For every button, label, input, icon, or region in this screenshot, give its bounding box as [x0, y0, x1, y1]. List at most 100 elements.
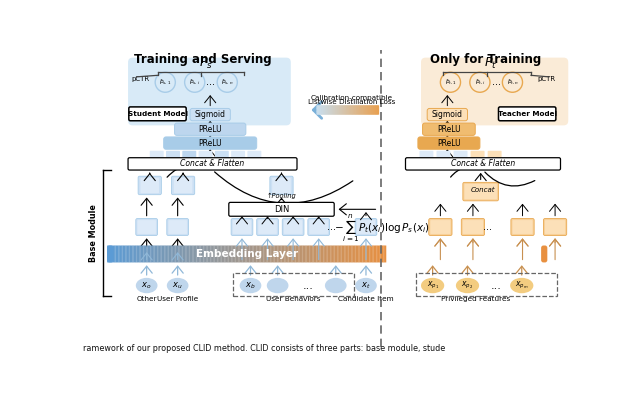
- FancyBboxPatch shape: [339, 245, 340, 262]
- FancyBboxPatch shape: [282, 218, 304, 235]
- FancyBboxPatch shape: [221, 245, 223, 262]
- Text: ...: ...: [303, 280, 314, 290]
- Text: $-\sum_{i=1}^{n}P_t(x_i)\log P_s(x_i)$: $-\sum_{i=1}^{n}P_t(x_i)\log P_s(x_i)$: [335, 212, 430, 244]
- FancyBboxPatch shape: [330, 105, 331, 114]
- FancyBboxPatch shape: [318, 245, 319, 262]
- FancyBboxPatch shape: [379, 245, 381, 262]
- Text: $x_{p_2}$: $x_{p_2}$: [461, 280, 474, 291]
- FancyBboxPatch shape: [369, 105, 371, 114]
- Text: $\hat{p}_{t,n}$: $\hat{p}_{t,n}$: [506, 78, 518, 87]
- FancyBboxPatch shape: [246, 245, 248, 262]
- FancyBboxPatch shape: [172, 245, 173, 262]
- Text: Sigmoid: Sigmoid: [195, 110, 226, 119]
- Text: $x_u$: $x_u$: [172, 280, 183, 291]
- FancyBboxPatch shape: [290, 245, 291, 262]
- FancyBboxPatch shape: [135, 245, 136, 262]
- FancyBboxPatch shape: [124, 245, 125, 262]
- FancyBboxPatch shape: [115, 245, 117, 262]
- FancyBboxPatch shape: [348, 105, 349, 114]
- Circle shape: [470, 72, 490, 92]
- FancyBboxPatch shape: [168, 245, 170, 262]
- Text: $\hat{p}_{t,i}$: $\hat{p}_{t,i}$: [475, 78, 485, 87]
- FancyBboxPatch shape: [129, 245, 131, 262]
- FancyBboxPatch shape: [298, 245, 300, 262]
- Text: $x_{p_m}$: $x_{p_m}$: [515, 280, 529, 291]
- FancyBboxPatch shape: [356, 105, 358, 114]
- Text: Embedding Layer: Embedding Layer: [196, 249, 298, 259]
- FancyBboxPatch shape: [283, 245, 284, 262]
- Ellipse shape: [456, 278, 479, 293]
- FancyBboxPatch shape: [120, 245, 121, 262]
- FancyBboxPatch shape: [364, 105, 366, 114]
- FancyBboxPatch shape: [206, 245, 208, 262]
- FancyBboxPatch shape: [333, 105, 334, 114]
- FancyBboxPatch shape: [243, 245, 244, 262]
- FancyBboxPatch shape: [349, 105, 351, 114]
- FancyBboxPatch shape: [177, 245, 179, 262]
- FancyBboxPatch shape: [378, 245, 380, 262]
- FancyBboxPatch shape: [297, 245, 298, 262]
- FancyBboxPatch shape: [340, 105, 341, 114]
- FancyBboxPatch shape: [345, 105, 347, 114]
- FancyBboxPatch shape: [257, 245, 258, 262]
- FancyBboxPatch shape: [152, 245, 154, 262]
- FancyBboxPatch shape: [350, 245, 351, 262]
- Text: $\hat{p}_{s,i}$: $\hat{p}_{s,i}$: [189, 78, 200, 87]
- FancyBboxPatch shape: [340, 245, 342, 262]
- Text: User Profile: User Profile: [157, 296, 198, 302]
- FancyBboxPatch shape: [352, 105, 353, 114]
- FancyBboxPatch shape: [366, 105, 367, 114]
- FancyBboxPatch shape: [236, 245, 237, 262]
- FancyBboxPatch shape: [265, 245, 266, 262]
- FancyBboxPatch shape: [367, 245, 368, 262]
- FancyBboxPatch shape: [347, 245, 349, 262]
- FancyBboxPatch shape: [335, 245, 336, 262]
- FancyBboxPatch shape: [377, 105, 378, 114]
- FancyBboxPatch shape: [376, 245, 378, 262]
- FancyBboxPatch shape: [285, 245, 287, 262]
- FancyBboxPatch shape: [214, 245, 216, 262]
- FancyBboxPatch shape: [314, 245, 315, 262]
- FancyBboxPatch shape: [196, 245, 198, 262]
- FancyBboxPatch shape: [262, 245, 264, 262]
- FancyBboxPatch shape: [351, 245, 353, 262]
- FancyBboxPatch shape: [375, 245, 376, 262]
- Text: Candidate Item: Candidate Item: [338, 296, 394, 302]
- FancyBboxPatch shape: [347, 105, 348, 114]
- FancyBboxPatch shape: [182, 245, 184, 262]
- Text: ramework of our proposed CLID method. CLID consists of three parts: base module,: ramework of our proposed CLID method. CL…: [83, 344, 445, 353]
- FancyBboxPatch shape: [383, 245, 385, 262]
- FancyBboxPatch shape: [316, 245, 318, 262]
- FancyBboxPatch shape: [182, 151, 196, 158]
- FancyBboxPatch shape: [358, 105, 360, 114]
- FancyBboxPatch shape: [251, 245, 252, 262]
- FancyBboxPatch shape: [364, 105, 365, 114]
- FancyBboxPatch shape: [268, 245, 269, 262]
- FancyBboxPatch shape: [164, 137, 257, 149]
- FancyBboxPatch shape: [244, 245, 245, 262]
- FancyBboxPatch shape: [272, 178, 291, 193]
- FancyBboxPatch shape: [149, 245, 150, 262]
- FancyBboxPatch shape: [160, 245, 162, 262]
- FancyBboxPatch shape: [275, 245, 276, 262]
- Text: User Behaviors: User Behaviors: [266, 296, 321, 302]
- FancyBboxPatch shape: [367, 105, 368, 114]
- FancyBboxPatch shape: [266, 245, 268, 262]
- FancyBboxPatch shape: [351, 105, 352, 114]
- FancyBboxPatch shape: [322, 105, 323, 114]
- FancyBboxPatch shape: [320, 105, 322, 114]
- Text: Privileged Features: Privileged Features: [440, 296, 510, 302]
- Ellipse shape: [136, 278, 157, 293]
- FancyBboxPatch shape: [354, 245, 356, 262]
- Ellipse shape: [355, 278, 377, 293]
- FancyBboxPatch shape: [255, 245, 257, 262]
- FancyBboxPatch shape: [175, 245, 177, 262]
- Bar: [415, 273, 557, 296]
- FancyBboxPatch shape: [321, 105, 323, 114]
- Ellipse shape: [267, 278, 289, 293]
- FancyBboxPatch shape: [173, 245, 174, 262]
- FancyBboxPatch shape: [303, 245, 304, 262]
- FancyBboxPatch shape: [138, 176, 161, 195]
- Text: $P_s$: $P_s$: [198, 56, 212, 71]
- FancyBboxPatch shape: [250, 245, 251, 262]
